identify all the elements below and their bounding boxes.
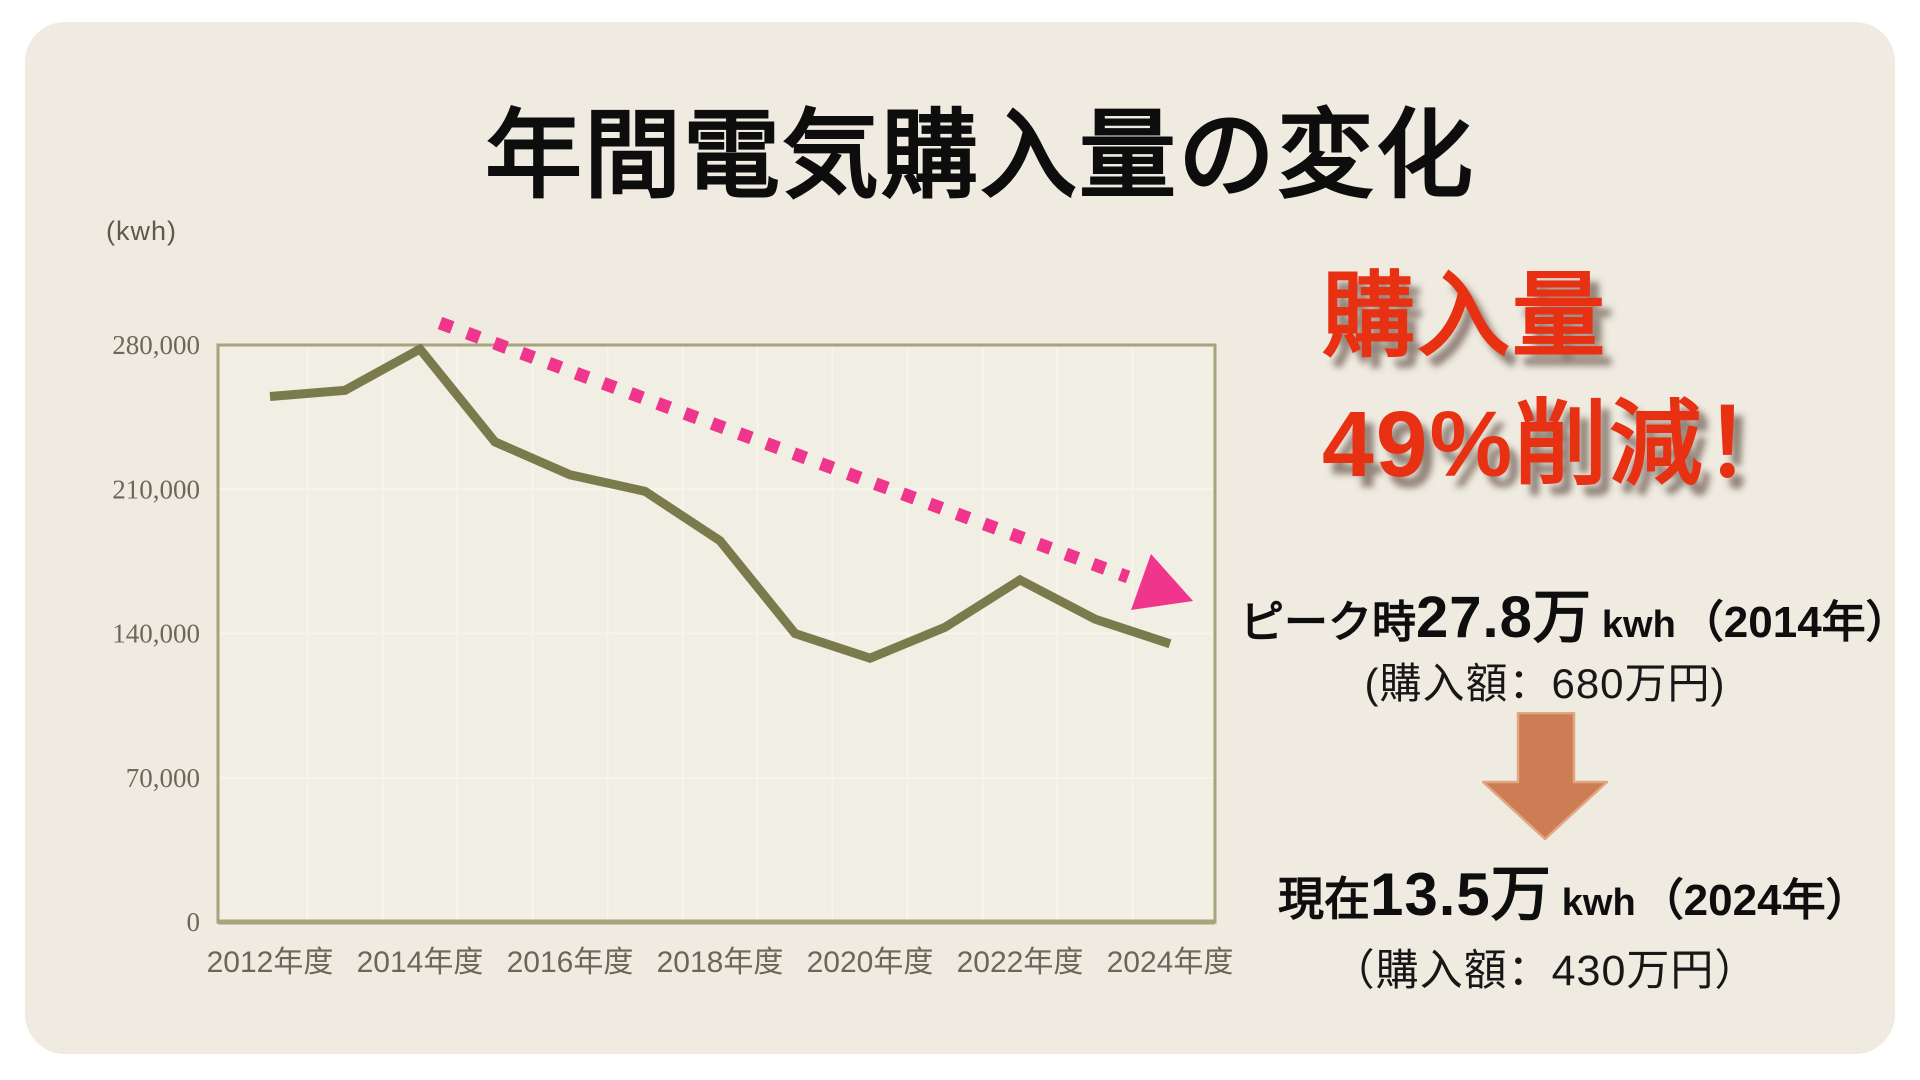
y-axis-tick-labels: 0 70,000 140,000 210,000 280,000: [112, 330, 200, 937]
horizontal-gridlines: [218, 488, 1215, 779]
y-tick-label: 280,000: [112, 330, 200, 360]
current-year: （2024年）: [1639, 876, 1870, 925]
x-tick-label: 2016年度: [507, 946, 634, 979]
down-arrow-icon: [1482, 712, 1608, 840]
x-axis-tick-labels: 2012年度 2014年度 2016年度 2018年度 2020年度 2022年度 2024…: [207, 946, 1234, 979]
y-tick-label: 140,000: [112, 619, 200, 649]
x-tick-label: 2020年度: [807, 946, 934, 979]
current-cost: （購入額：430万円）: [1331, 947, 1759, 995]
current-unit: kwh: [1561, 882, 1636, 924]
x-tick-label: 2014年度: [357, 946, 484, 979]
plot-area: [216, 343, 1217, 925]
peak-cost: (購入額：680万円): [1364, 660, 1726, 707]
y-tick-label: 210,000: [112, 474, 200, 504]
data-line: [269, 343, 1172, 663]
peak-year: （2014年）: [1679, 598, 1910, 647]
y-tick-label: 0: [187, 907, 201, 937]
peak-unit: kwh: [1601, 604, 1676, 646]
peak-value: 27.8万: [1416, 585, 1592, 650]
x-tick-label: 2024年度: [1107, 946, 1234, 979]
highlight-line2: 49%削減！: [1322, 392, 1800, 496]
trend-arrowhead-icon: [1131, 554, 1193, 610]
y-axis-unit-label: (kwh): [106, 216, 177, 246]
current-value: 13.5万: [1370, 861, 1552, 928]
highlight-callout: 購入量 49%削減！: [1322, 252, 1799, 508]
highlight-line1: 購入量: [1322, 264, 1607, 368]
trend-arrow: [437, 316, 1193, 610]
x-tick-label: 2022年度: [957, 946, 1084, 979]
current-prefix: 現在: [1278, 873, 1370, 925]
x-tick-label: 2018年度: [657, 946, 784, 979]
peak-prefix: ピーク時: [1240, 598, 1416, 647]
peak-annotation: ピーク時 27.8万 kwh （2014年）: [1240, 570, 1910, 654]
page-title: 年間電気購入量の変化: [485, 101, 1475, 210]
x-tick-label: 2012年度: [207, 946, 334, 979]
y-tick-label: 70,000: [126, 763, 200, 793]
current-annotation: 現在 13.5万 kwh （2024年）: [1278, 846, 1870, 933]
